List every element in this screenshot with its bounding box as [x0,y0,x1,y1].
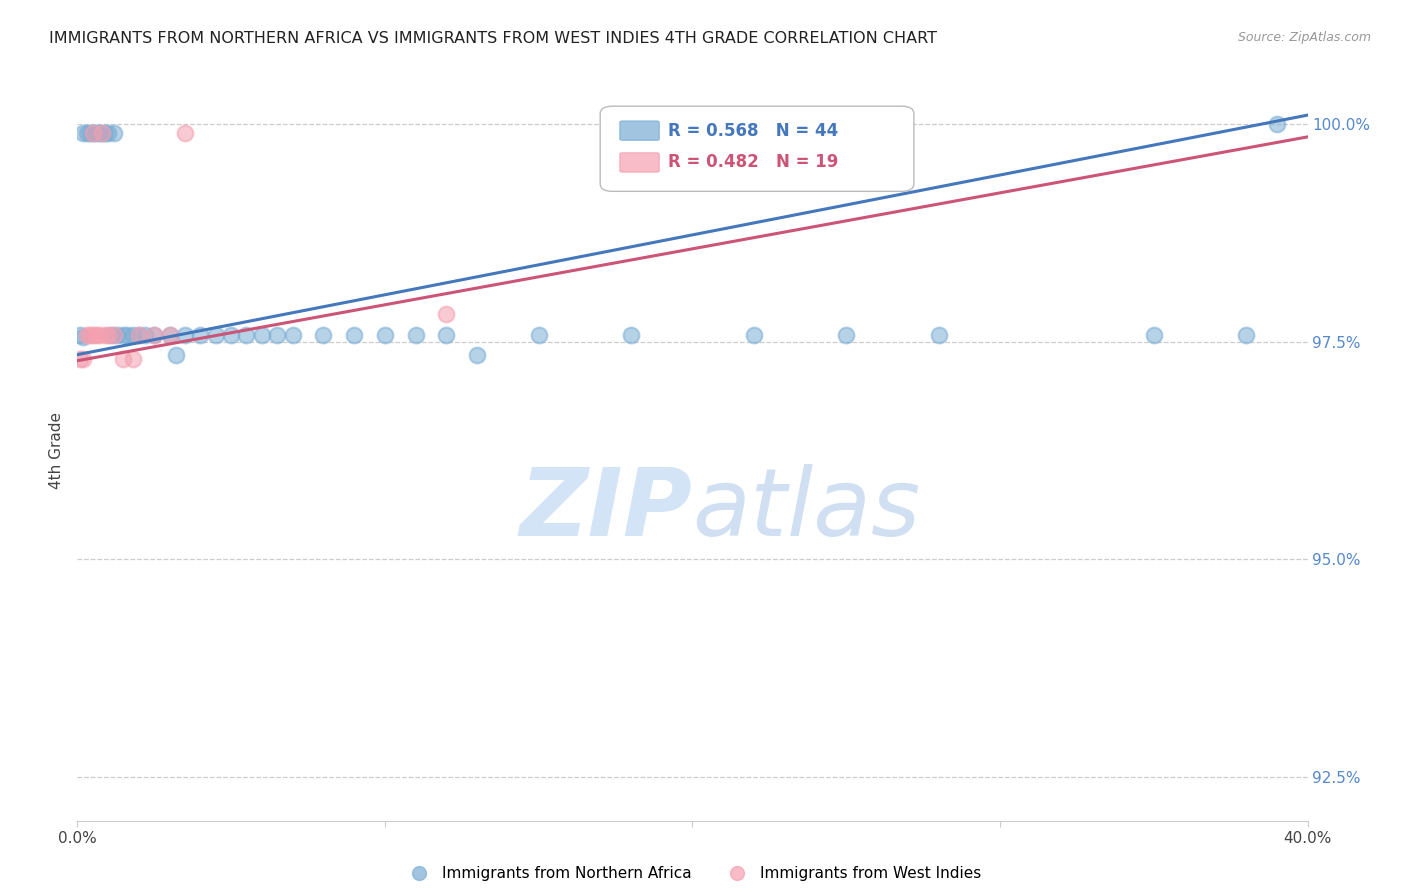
Point [134,327,156,342]
Text: IMMIGRANTS FROM NORTHERN AFRICA VS IMMIGRANTS FROM WEST INDIES 4TH GRADE CORRELA: IMMIGRANTS FROM NORTHERN AFRICA VS IMMIG… [49,31,938,46]
Point [121,351,143,366]
Point [94,327,117,342]
Point [405,327,427,342]
Point [835,327,858,342]
Point [97,126,120,140]
Point [174,126,197,140]
Point [112,351,135,366]
FancyBboxPatch shape [620,121,659,140]
Point [266,327,288,342]
Legend: Immigrants from Northern Africa, Immigrants from West Indies: Immigrants from Northern Africa, Immigra… [398,860,987,887]
Point [97,327,120,342]
Point [374,327,396,342]
Point [250,327,273,342]
Point [72,351,94,366]
Point [1234,327,1257,342]
Text: R = 0.482   N = 19: R = 0.482 N = 19 [668,153,838,171]
Point [436,327,458,342]
Point [90,126,114,140]
Text: atlas: atlas [693,464,921,555]
Text: R = 0.568   N = 44: R = 0.568 N = 44 [668,121,838,140]
Point [82,126,104,140]
Point [159,327,181,342]
Point [84,327,107,342]
Point [121,327,143,342]
Point [87,327,110,342]
Point [343,327,366,342]
Point [105,327,128,342]
FancyBboxPatch shape [600,106,914,191]
Point [82,126,104,140]
Point [465,348,488,362]
Point [174,327,197,342]
Point [188,327,212,342]
Point [82,327,104,342]
Point [72,126,94,140]
Point [103,327,125,342]
Point [165,348,187,362]
Point [312,327,335,342]
Point [79,327,101,342]
Point [742,327,765,342]
Point [72,330,94,344]
Point [928,327,950,342]
Point [159,327,181,342]
Point [69,327,91,342]
Point [436,307,458,321]
Point [527,327,550,342]
Point [128,327,150,342]
Point [235,327,257,342]
Point [128,327,150,342]
Point [1143,327,1166,342]
Point [79,126,101,140]
Point [204,327,226,342]
Y-axis label: 4th Grade: 4th Grade [49,412,65,489]
Point [115,327,138,342]
Point [76,327,98,342]
Point [143,327,166,342]
Point [69,351,91,366]
Point [94,126,117,140]
Point [84,126,107,140]
Point [1265,117,1288,131]
Point [143,327,166,342]
Point [90,126,114,140]
Point [76,126,98,140]
Point [87,126,110,140]
Point [112,327,135,342]
Point [219,327,242,342]
Text: ZIP: ZIP [520,464,693,556]
Point [281,327,304,342]
Text: Source: ZipAtlas.com: Source: ZipAtlas.com [1237,31,1371,45]
FancyBboxPatch shape [620,153,659,172]
Point [100,327,122,342]
Point [103,126,125,140]
Point [620,327,643,342]
